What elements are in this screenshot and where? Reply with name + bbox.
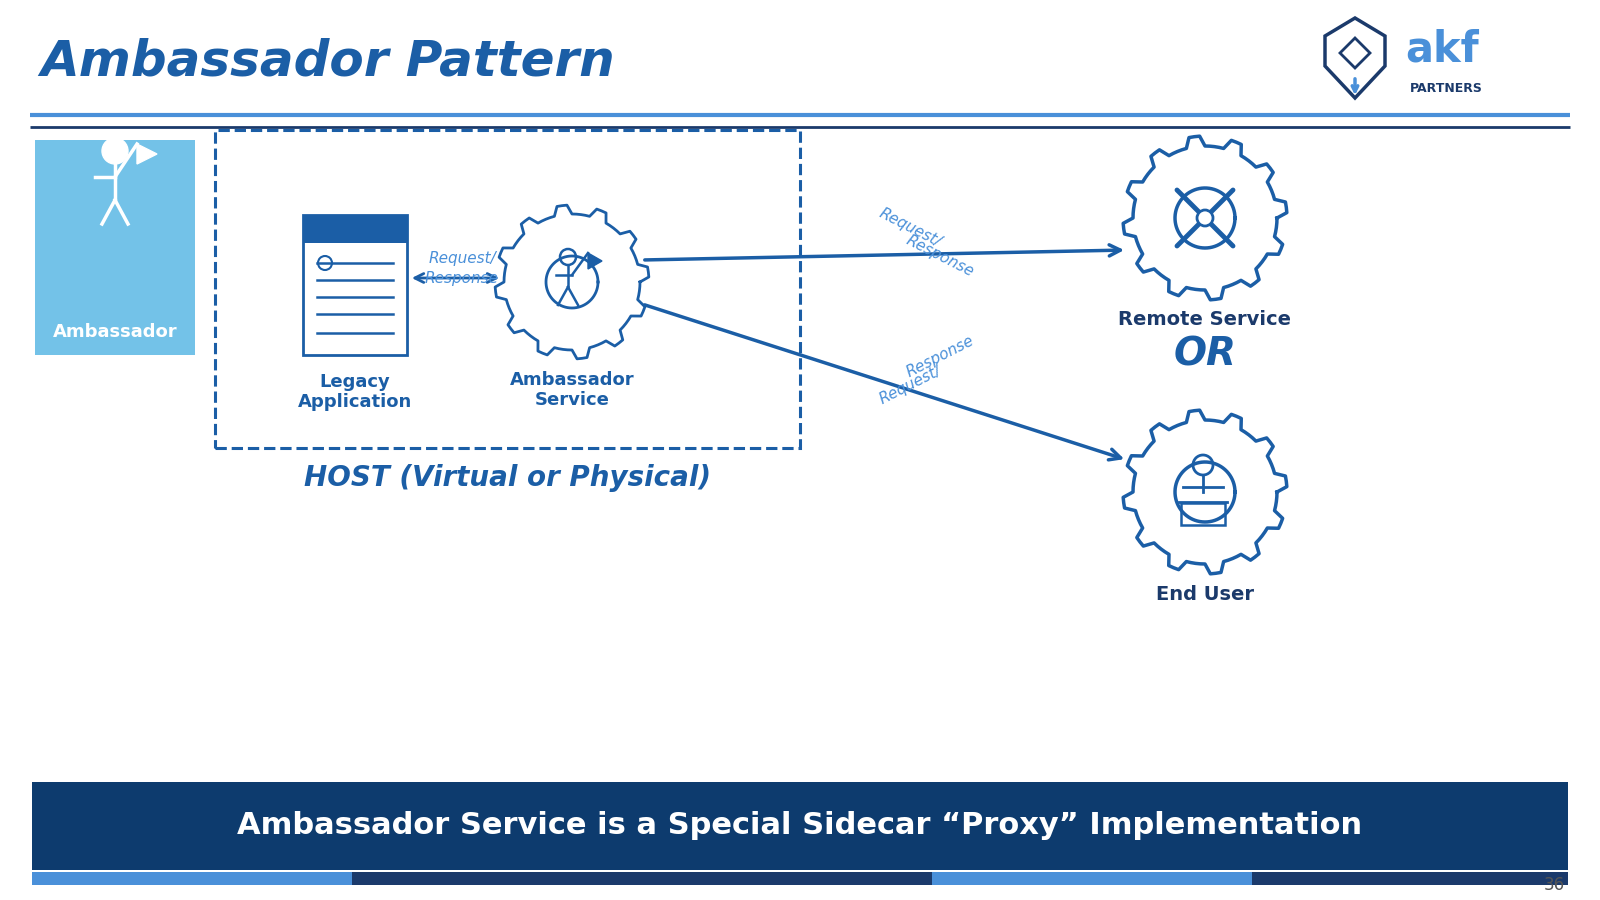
Text: Ambassador Service is a Special Sidecar “Proxy” Implementation: Ambassador Service is a Special Sidecar … [237, 811, 1363, 840]
FancyBboxPatch shape [35, 140, 195, 355]
Polygon shape [494, 205, 650, 359]
FancyBboxPatch shape [1251, 872, 1568, 885]
FancyBboxPatch shape [352, 872, 931, 885]
Text: 36: 36 [1544, 876, 1565, 894]
Text: OR: OR [1173, 336, 1237, 374]
Text: Remote Service: Remote Service [1118, 310, 1291, 329]
Text: akf: akf [1405, 29, 1478, 71]
Text: Response: Response [426, 271, 499, 285]
FancyBboxPatch shape [302, 215, 406, 243]
Polygon shape [138, 144, 157, 164]
Text: Ambassador: Ambassador [53, 323, 178, 341]
Text: Request/: Request/ [429, 250, 496, 266]
Text: PARTNERS: PARTNERS [1410, 82, 1483, 94]
FancyBboxPatch shape [302, 215, 406, 355]
Text: Ambassador Pattern: Ambassador Pattern [40, 38, 614, 86]
Text: Ambassador
Service: Ambassador Service [510, 371, 634, 410]
Text: End User: End User [1155, 584, 1254, 604]
Circle shape [1197, 210, 1213, 226]
Text: Legacy
Application: Legacy Application [298, 373, 413, 411]
Polygon shape [589, 253, 602, 269]
Polygon shape [1123, 410, 1286, 574]
Polygon shape [1123, 136, 1286, 300]
Circle shape [102, 138, 128, 164]
FancyBboxPatch shape [32, 872, 352, 885]
Text: HOST (Virtual or Physical): HOST (Virtual or Physical) [304, 464, 710, 492]
FancyBboxPatch shape [931, 872, 1251, 885]
Text: Response: Response [904, 334, 976, 381]
Text: Response: Response [904, 232, 976, 280]
Text: Request/: Request/ [877, 206, 944, 250]
Text: Request/: Request/ [877, 363, 944, 407]
FancyBboxPatch shape [32, 782, 1568, 870]
